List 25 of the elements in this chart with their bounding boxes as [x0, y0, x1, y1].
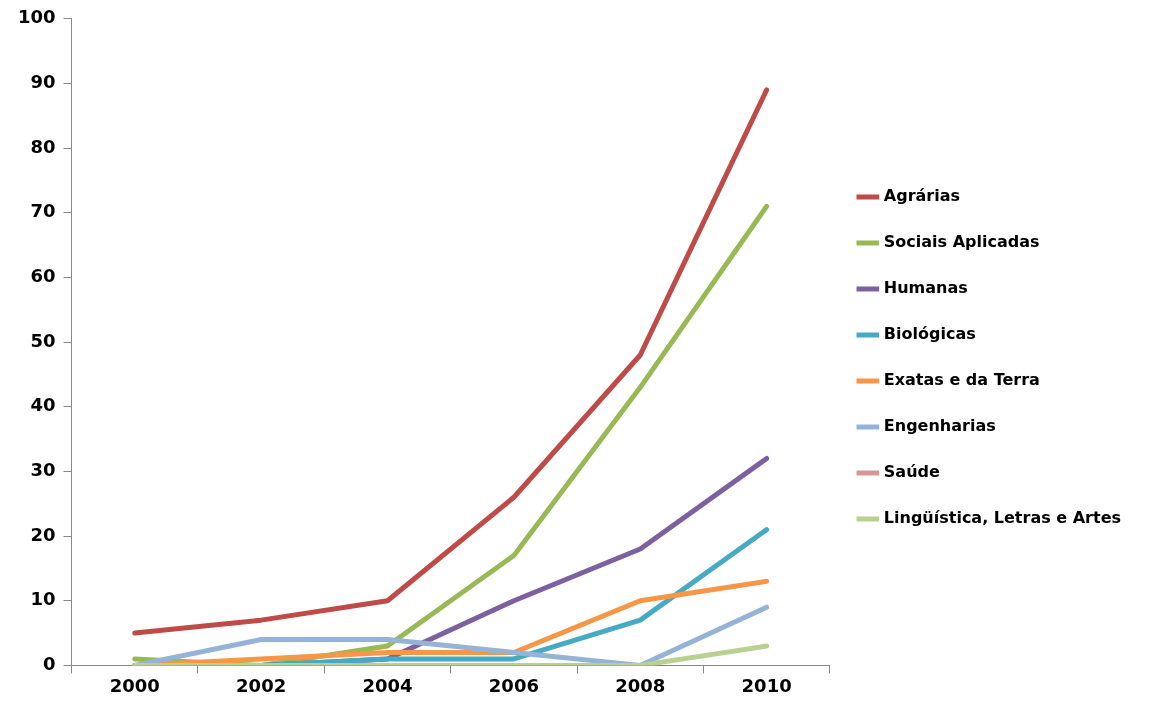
- y-tick-label: 60: [30, 265, 56, 287]
- y-tick-label: 40: [30, 394, 56, 416]
- y-tick-label: 80: [30, 135, 56, 157]
- y-tick-label: 20: [30, 523, 56, 545]
- y-tick-label: 90: [30, 71, 56, 93]
- y-tick-label: 70: [30, 200, 56, 222]
- legend-label: Engenharias: [883, 416, 996, 436]
- x-tick-label: 2006: [488, 674, 539, 696]
- legend-label: Lingüística, Letras e Artes: [883, 508, 1122, 528]
- x-tick-label: 2002: [236, 674, 287, 696]
- x-tick-label: 2010: [741, 674, 792, 696]
- legend-label: Exatas e da Terra: [883, 370, 1040, 390]
- legend-label: Sociais Aplicadas: [883, 232, 1040, 252]
- x-tick-label: 2000: [109, 674, 160, 696]
- legend-label: Biológicas: [883, 324, 976, 344]
- y-tick-label: 0: [43, 653, 56, 675]
- legend-label: Agrárias: [883, 186, 961, 206]
- x-tick-label: 2004: [362, 674, 413, 696]
- y-tick-label: 50: [30, 329, 56, 351]
- y-tick-label: 10: [30, 588, 56, 610]
- y-tick-label: 30: [30, 459, 56, 481]
- legend-label: Humanas: [883, 278, 968, 298]
- y-tick-label: 100: [18, 6, 56, 28]
- x-tick-label: 2008: [615, 674, 666, 696]
- legend-label: Saúde: [883, 462, 940, 482]
